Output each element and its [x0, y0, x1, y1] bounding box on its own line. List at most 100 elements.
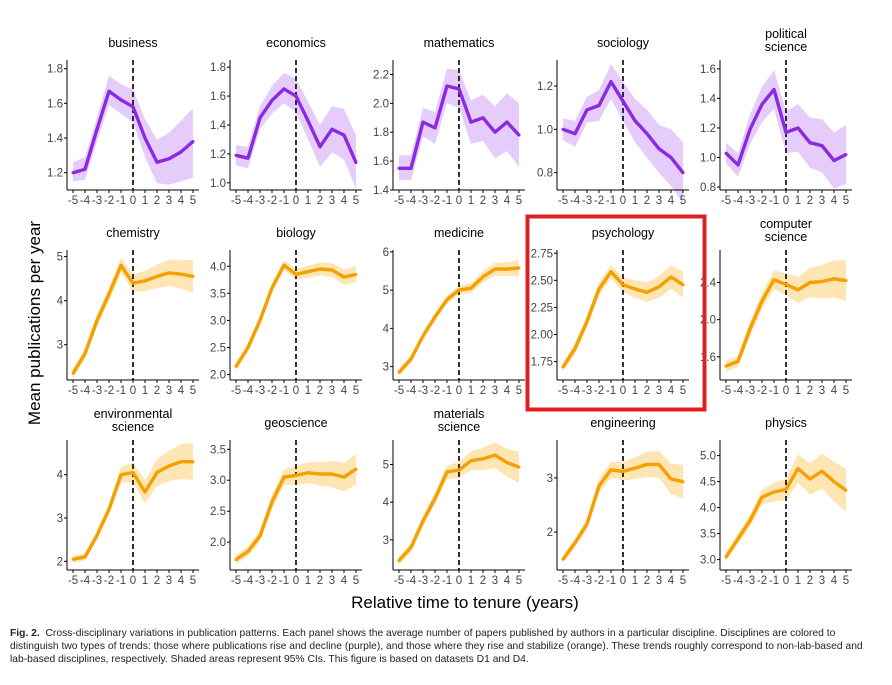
- x-tick-label: -2: [104, 195, 114, 207]
- y-tick-label: 2.0: [700, 315, 716, 327]
- x-tick-label: 4: [831, 195, 838, 207]
- x-tick-label: 3: [656, 575, 662, 587]
- x-tick-label: 2: [807, 385, 813, 397]
- x-tick-label: -1: [769, 195, 779, 207]
- x-tick-label: -1: [442, 195, 452, 207]
- x-tick-label: 5: [843, 195, 849, 207]
- x-tick-label: 0: [456, 195, 462, 207]
- data-point: [409, 545, 413, 549]
- y-tick-label: 1.4: [47, 133, 64, 145]
- x-tick-label: -2: [104, 575, 114, 587]
- data-point: [330, 268, 334, 272]
- data-point: [191, 460, 195, 464]
- y-tick-label: 1.6: [373, 156, 389, 168]
- data-point: [234, 153, 238, 157]
- y-tick-label: 2.2: [373, 69, 389, 81]
- data-point: [143, 490, 147, 494]
- data-point: [433, 315, 437, 319]
- x-tick-label: 4: [178, 575, 185, 587]
- data-point: [131, 281, 135, 285]
- data-point: [95, 127, 99, 131]
- data-point: [585, 108, 589, 112]
- x-tick-label: 1: [632, 385, 638, 397]
- data-point: [844, 153, 848, 156]
- y-tick-label: 4: [383, 497, 390, 509]
- data-point: [409, 357, 413, 361]
- x-tick-label: 4: [668, 195, 675, 207]
- caption-text: Cross-disciplinary variations in publica…: [10, 628, 863, 666]
- data-point: [597, 287, 601, 291]
- y-tick-label: 1.8: [47, 64, 63, 76]
- data-point: [421, 519, 425, 523]
- x-tick-label: 1: [632, 575, 638, 587]
- data-point: [724, 364, 728, 368]
- x-tick-label: -2: [104, 385, 114, 397]
- x-tick-label: -3: [255, 575, 265, 587]
- data-point: [681, 171, 685, 175]
- x-tick-label: -4: [733, 385, 744, 397]
- x-tick-label: -1: [606, 575, 616, 587]
- data-point: [354, 467, 358, 471]
- data-point: [421, 120, 425, 124]
- x-tick-label: 4: [668, 385, 675, 397]
- data-point: [167, 157, 171, 161]
- x-tick-label: 0: [783, 195, 789, 207]
- data-point: [505, 120, 509, 124]
- data-point: [270, 98, 274, 102]
- x-tick-label: 2: [154, 195, 160, 207]
- x-tick-label: 2: [317, 195, 323, 207]
- data-point: [306, 119, 310, 123]
- y-tick-label: 2.00: [531, 330, 553, 342]
- x-tick-label: 0: [620, 385, 626, 397]
- y-tick-label: 3.5: [700, 529, 716, 541]
- x-tick-label: -1: [116, 575, 126, 587]
- x-tick-label: 5: [190, 575, 196, 587]
- y-tick-label: 1.6: [700, 64, 716, 76]
- data-point: [724, 555, 728, 559]
- x-tick-label: -4: [406, 385, 417, 397]
- y-tick-label: 0.8: [700, 182, 716, 194]
- data-point: [397, 370, 401, 374]
- data-point: [397, 559, 401, 563]
- ci-band-geoscience: [236, 453, 356, 564]
- figure-caption: Fig. 2. Cross-disciplinary variations in…: [10, 627, 882, 667]
- x-tick-label: 5: [190, 385, 196, 397]
- x-tick-label: 2: [154, 575, 160, 587]
- x-tick-label: -4: [243, 195, 254, 207]
- data-point: [748, 519, 752, 523]
- x-tick-label: -4: [80, 385, 91, 397]
- data-point: [445, 84, 449, 88]
- x-tick-label: 3: [492, 575, 498, 587]
- x-tick-label: -5: [231, 195, 241, 207]
- x-tick-label: -1: [279, 195, 289, 207]
- y-tick-label: 3: [57, 513, 63, 525]
- x-tick-label: 2: [807, 575, 813, 587]
- x-tick-label: 1: [795, 575, 801, 587]
- x-tick-label: 2: [644, 195, 650, 207]
- data-point: [107, 507, 111, 511]
- data-point: [155, 274, 159, 278]
- data-point: [633, 119, 637, 123]
- x-tick-label: 3: [819, 195, 825, 207]
- x-tick-label: 3: [166, 195, 172, 207]
- y-tick-label: 4.5: [700, 477, 716, 489]
- data-point: [397, 166, 401, 170]
- data-point: [808, 281, 812, 284]
- data-point: [433, 126, 437, 130]
- data-point: [505, 267, 509, 271]
- data-point: [330, 127, 334, 131]
- x-tick-label: 1: [468, 575, 474, 587]
- data-point: [342, 275, 346, 279]
- y-axis-label: Mean publications per year: [25, 221, 44, 425]
- y-tick-label: 1.0: [210, 178, 226, 190]
- y-tick-label: 1.0: [700, 153, 716, 165]
- y-tick-label: 1.8: [373, 127, 389, 139]
- x-tick-label: 5: [680, 195, 686, 207]
- data-point: [354, 161, 358, 165]
- data-point: [597, 484, 601, 488]
- y-tick-label: 1.4: [210, 120, 227, 132]
- data-point: [342, 133, 346, 137]
- data-point: [294, 272, 298, 276]
- x-tick-label: -5: [558, 195, 568, 207]
